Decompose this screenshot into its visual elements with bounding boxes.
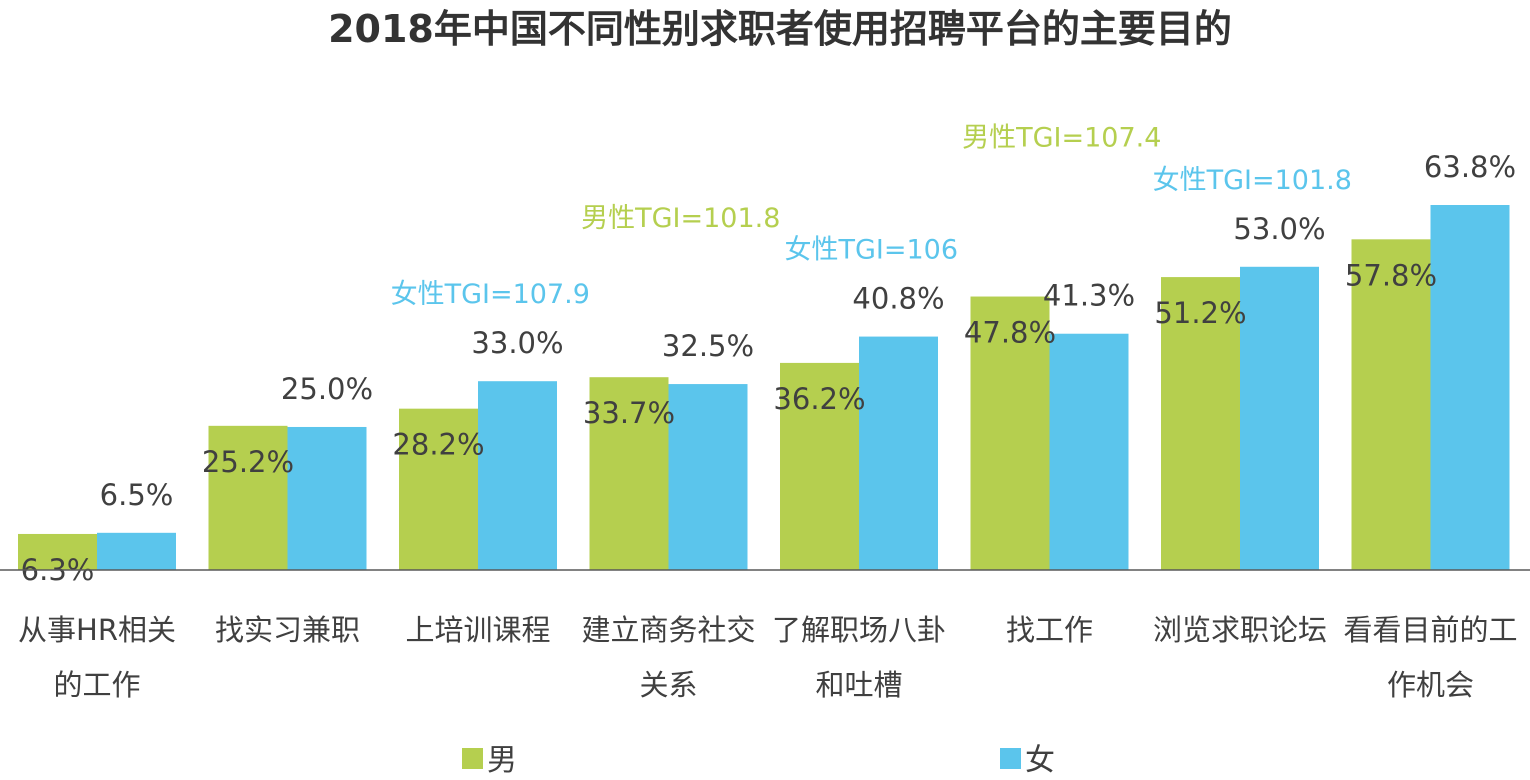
category-label-3-line2: 关系 [639, 668, 697, 702]
bar-male-5 [970, 296, 1050, 570]
value-label-male-1: 25.2% [202, 445, 294, 479]
value-label-female-7: 63.8% [1424, 150, 1516, 184]
tgi-annotation-0: 女性TGI=107.9 [391, 279, 590, 310]
value-label-male-4: 36.2% [773, 382, 865, 416]
value-label-male-6: 51.2% [1154, 296, 1246, 330]
legend: 男女 [462, 743, 1055, 778]
bar-female-0 [97, 532, 176, 570]
bar-female-7 [1430, 205, 1510, 570]
bar-male-4 [780, 362, 859, 570]
legend-swatch-male [462, 748, 483, 769]
tgi-annotation-3: 男性TGI=107.4 [962, 123, 1161, 154]
bar-female-5 [1049, 333, 1129, 570]
legend-swatch-female [1000, 748, 1021, 769]
category-label-4: 了解职场八卦 [772, 613, 946, 647]
bar-male-2 [399, 408, 478, 570]
category-label-0-line2: 的工作 [53, 668, 140, 702]
value-label-female-4: 40.8% [852, 282, 944, 316]
bar-female-1 [287, 426, 367, 570]
legend-label-female: 女 [1025, 743, 1055, 778]
bar-male-0 [18, 533, 97, 570]
category-label-2: 上培训课程 [405, 613, 550, 647]
tgi-annotation-1: 男性TGI=101.8 [581, 203, 780, 234]
bar-male-1 [208, 425, 288, 570]
tgi-annotation-2: 女性TGI=106 [784, 235, 958, 266]
value-label-female-2: 33.0% [471, 326, 563, 360]
value-label-male-3: 33.7% [583, 396, 675, 430]
category-label-7-line2: 作机会 [1387, 668, 1474, 702]
tgi-annotation-4: 女性TGI=101.8 [1153, 165, 1352, 196]
value-label-female-6: 53.0% [1233, 212, 1325, 246]
bar-female-2 [478, 381, 557, 570]
value-label-female-1: 25.0% [281, 372, 373, 406]
bar-male-3 [589, 377, 669, 570]
category-label-4-line2: 和吐槽 [815, 668, 902, 702]
category-label-1: 找实习兼职 [215, 613, 360, 647]
bar-male-7 [1351, 239, 1431, 570]
category-label-3: 建立商务社交 [581, 613, 755, 647]
value-label-male-2: 28.2% [392, 428, 484, 462]
value-label-female-3: 32.5% [662, 329, 754, 363]
bar-female-3 [668, 384, 748, 570]
category-label-7: 看看目前的工 [1343, 613, 1517, 647]
value-label-female-5: 41.3% [1043, 279, 1135, 313]
value-label-female-0: 6.5% [100, 478, 174, 512]
legend-label-male: 男 [487, 743, 517, 778]
category-label-0: 从事HR相关 [18, 613, 176, 647]
value-label-male-7: 57.8% [1345, 258, 1437, 292]
category-label-5: 找工作 [1006, 613, 1093, 647]
value-label-male-5: 47.8% [964, 316, 1056, 350]
bar-male-6 [1161, 277, 1240, 570]
category-label-6: 浏览求职论坛 [1153, 613, 1327, 647]
bar-female-6 [1240, 266, 1319, 570]
bar-female-4 [859, 336, 938, 570]
bars-group [18, 205, 1510, 570]
chart-title: 2018年中国不同性别求职者使用招聘平台的主要目的 [328, 7, 1232, 51]
